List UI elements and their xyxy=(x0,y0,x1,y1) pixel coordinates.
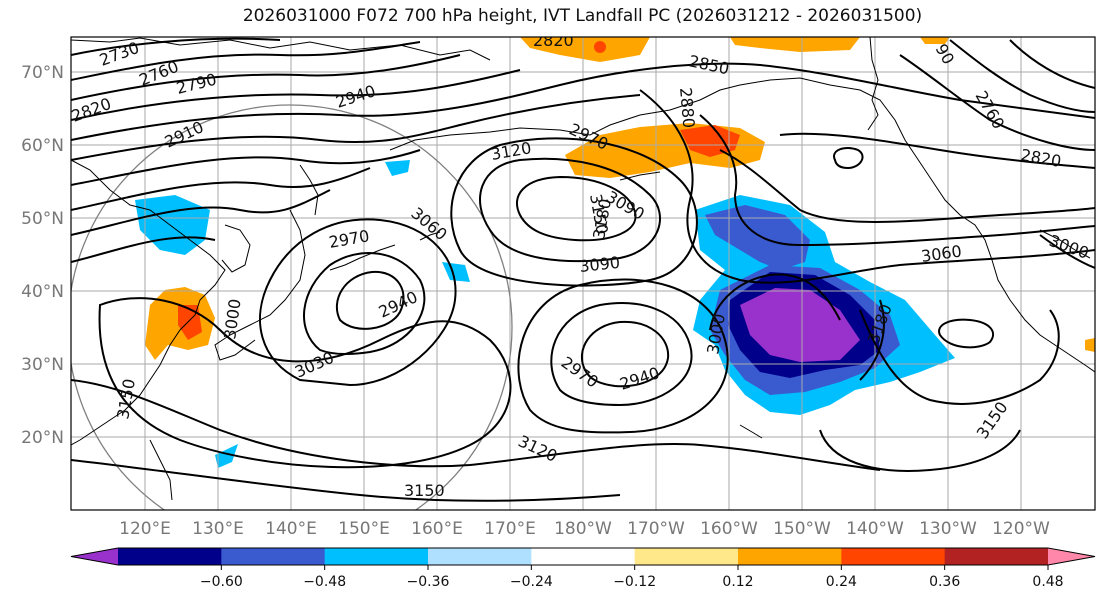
colorbar-swatch xyxy=(634,548,739,565)
colorbar-swatch xyxy=(841,548,946,565)
lon-label: 180°W xyxy=(554,519,612,539)
colorbar-swatch xyxy=(324,548,429,565)
colorbar-tick-label: 0.24 xyxy=(826,574,857,590)
colorbar-tick-label: 0.48 xyxy=(1032,574,1063,590)
ivt-strong-positive-spot xyxy=(594,41,606,53)
map-frame xyxy=(70,36,1096,511)
lat-label: 20°N xyxy=(21,428,64,448)
lon-label: 120°W xyxy=(992,519,1050,539)
colorbar-swatch xyxy=(118,548,222,565)
colorbar-swatch xyxy=(221,548,326,565)
lon-label: 150°E xyxy=(338,519,390,539)
lat-label: 70°N xyxy=(21,63,64,83)
colorbar-outline xyxy=(70,547,1096,566)
lon-label: 150°W xyxy=(773,519,831,539)
lon-label: 130°W xyxy=(919,519,977,539)
lat-label: 50°N xyxy=(21,209,64,229)
ivt-strong-positive-region xyxy=(680,125,740,157)
range-circle xyxy=(71,104,513,510)
ivt-positive-region xyxy=(520,37,650,62)
contour-label: 2820 xyxy=(533,31,574,50)
ivt-shading xyxy=(135,37,1095,468)
colorbar-extend-low xyxy=(71,548,118,565)
colorbar-tick-label: 0.36 xyxy=(929,574,960,590)
colorbar-tick-label: −0.36 xyxy=(407,574,450,590)
lon-label: 120°E xyxy=(119,519,171,539)
colorbar-tick-label: 0.12 xyxy=(722,574,753,590)
height-contours xyxy=(71,37,1095,502)
ivt-positive-region xyxy=(1085,338,1095,352)
colorbar-extend-high xyxy=(1048,548,1095,565)
ivt-strongest-negative-region xyxy=(740,288,860,362)
ivt-positive-region xyxy=(730,37,860,52)
colorbar-swatch xyxy=(944,548,1049,565)
ivt-negative-region xyxy=(385,160,410,176)
colorbar-swatch xyxy=(738,548,842,565)
map-title: 2026031000 F072 700 hPa height, IVT Land… xyxy=(242,6,923,26)
colorbar-tick-label: −0.60 xyxy=(200,574,243,590)
contour-label: 3150 xyxy=(404,481,445,500)
lat-label: 60°N xyxy=(21,136,64,156)
ivt-negative-region xyxy=(215,444,238,468)
lon-label: 130°E xyxy=(192,519,244,539)
contour-label: 3090 xyxy=(578,253,620,276)
colorbar-tick-label: −0.12 xyxy=(613,574,656,590)
lon-label: 170°W xyxy=(627,519,685,539)
ivt-negative-region xyxy=(442,262,470,282)
colorbar-swatch xyxy=(428,548,532,565)
latitude-labels: 70°N 60°N 50°N 40°N 30°N 20°N xyxy=(21,63,64,448)
colorbar-tick-label: −0.24 xyxy=(510,574,553,590)
map-gridlines xyxy=(71,37,1095,510)
longitude-labels: 120°E 130°E 140°E 150°E 160°E 170°E 180°… xyxy=(119,519,1050,539)
lat-label: 30°N xyxy=(21,355,64,375)
colorbar-tick-label: −0.48 xyxy=(303,574,346,590)
colorbar: −0.60 −0.48 −0.36 −0.24 −0.12 0.12 0.24 0.36 0.4… xyxy=(70,547,1096,590)
lon-label: 160°W xyxy=(700,519,758,539)
lon-label: 160°E xyxy=(411,519,463,539)
ivt-positive-region xyxy=(920,37,950,44)
lon-label: 140°E xyxy=(265,519,317,539)
colorbar-swatch xyxy=(531,548,636,565)
lat-label: 40°N xyxy=(21,282,64,302)
ivt-strong-positive-region xyxy=(178,305,202,340)
lon-label: 170°E xyxy=(484,519,536,539)
ivt-moderate-negative-region xyxy=(705,205,810,270)
lon-label: 140°W xyxy=(846,519,904,539)
contour-label: 2880 xyxy=(676,87,698,129)
